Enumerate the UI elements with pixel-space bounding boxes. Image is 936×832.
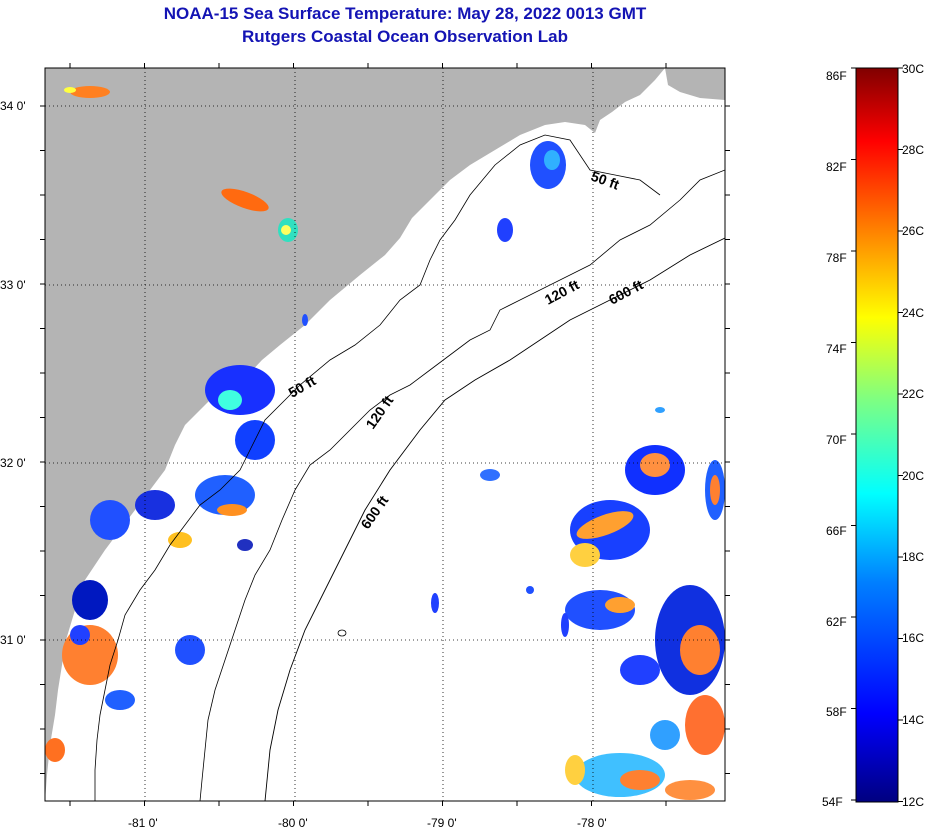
colorbar-f-label: 62F xyxy=(826,615,847,629)
colorbar-c-label: 24C xyxy=(902,306,924,320)
lat-label: 34 0' xyxy=(0,99,26,113)
lon-label: -78 0' xyxy=(577,816,607,830)
colorbar-f-label: 78F xyxy=(826,251,847,265)
colorbar-c-label: 18C xyxy=(902,550,924,564)
colorbar-ticks xyxy=(851,67,903,802)
colorbar-c-label: 14C xyxy=(902,713,924,727)
colorbar-f-label: 66F xyxy=(826,524,847,538)
lat-label: 33 0' xyxy=(0,278,26,292)
colorbar-c-label: 26C xyxy=(902,224,924,238)
colorbar-f-label: 82F xyxy=(826,160,847,174)
colorbar-c-label: 12C xyxy=(902,795,924,809)
land-cape xyxy=(665,68,725,100)
contour-50ft xyxy=(94,134,661,801)
lon-label: -80 0' xyxy=(278,816,308,830)
colorbar-f-label: 74F xyxy=(826,342,847,356)
colorbar xyxy=(855,67,899,803)
title-line-1: NOAA-15 Sea Surface Temperature: May 28,… xyxy=(163,4,647,23)
colorbar-c-label: 16C xyxy=(902,631,924,645)
title-line-2: Rutgers Coastal Ocean Observation Lab xyxy=(242,27,568,46)
colorbar-c-label: 30C xyxy=(902,62,924,76)
map-frame xyxy=(44,67,726,802)
graticule xyxy=(45,68,725,801)
lat-label: 32 0' xyxy=(0,456,26,470)
lon-label: -79 0' xyxy=(427,816,457,830)
lon-label: -81 0' xyxy=(128,816,158,830)
colorbar-f-label: 70F xyxy=(826,433,847,447)
contour-120ft xyxy=(199,169,725,801)
colorbar-f-label: 54F xyxy=(822,795,843,809)
colorbar-c-label: 28C xyxy=(902,143,924,157)
colorbar-f-label: 58F xyxy=(826,705,847,719)
colorbar-c-label: 22C xyxy=(902,387,924,401)
contour-600ft xyxy=(264,237,725,801)
tick-marks xyxy=(40,63,730,806)
seamount-contour xyxy=(337,629,347,637)
lat-label: 31 0' xyxy=(0,633,26,647)
colorbar-c-label: 20C xyxy=(902,469,924,483)
colorbar-f-label: 86F xyxy=(826,69,847,83)
land-mass xyxy=(45,68,665,801)
